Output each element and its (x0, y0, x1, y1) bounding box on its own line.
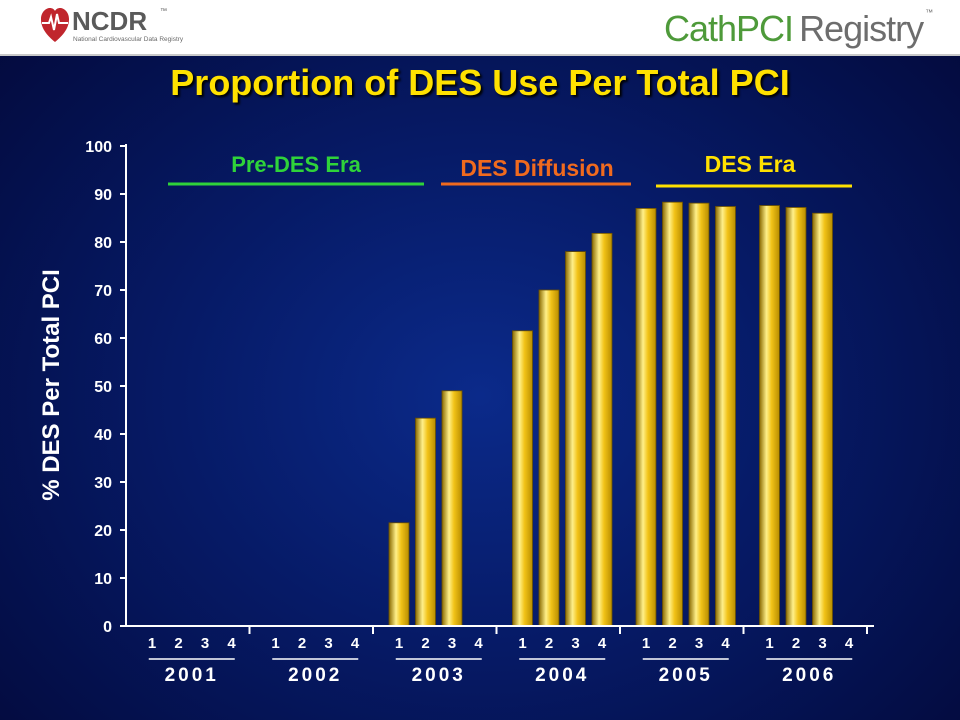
y-tick-label: 90 (94, 187, 112, 204)
year-label: 2001 (165, 665, 219, 686)
quarter-label: 1 (148, 635, 156, 652)
chart-title: Proportion of DES Use Per Total PCI (170, 62, 790, 103)
bar-2004-q2 (538, 289, 560, 627)
bar-2003-q2 (415, 417, 436, 627)
bar-2004-q3 (565, 251, 586, 627)
y-tick-label: 30 (94, 475, 112, 492)
bar-2006-q1 (759, 205, 780, 627)
header-bar: NCDR ™ National Cardiovascular Data Regi… (0, 0, 960, 56)
quarter-label: 4 (721, 635, 730, 652)
quarter-label: 3 (324, 635, 332, 652)
ncdr-trademark: ™ (160, 8, 167, 15)
quarter-label: 4 (474, 635, 483, 652)
quarter-label: 3 (571, 635, 579, 652)
era-annotations: Pre-DES Era DES Diffusion DES Era (168, 151, 852, 188)
bar-2005-q2 (662, 201, 683, 627)
year-label: 2002 (288, 665, 342, 686)
ncdr-logo: NCDR ™ National Cardiovascular Data Regi… (40, 6, 183, 46)
quarter-label: 2 (792, 635, 800, 652)
brand-part-cathpci: CathPCI (664, 8, 794, 49)
y-tick-label: 70 (94, 283, 112, 300)
y-tick-label: 80 (94, 235, 112, 252)
year-label: 2005 (659, 665, 713, 686)
y-tick-label: 20 (94, 523, 112, 540)
quarter-label: 4 (845, 635, 854, 652)
y-tick-label: 100 (85, 139, 112, 156)
bar-2005-q4 (715, 206, 736, 627)
bar-2005-q1 (635, 207, 657, 627)
bar-2003-q1 (388, 522, 410, 627)
brand-trademark: ™ (925, 8, 933, 17)
bar-2005-q3 (688, 202, 710, 627)
year-label: 2006 (782, 665, 836, 686)
year-label: 2003 (412, 665, 466, 686)
y-tick-label: 0 (103, 619, 112, 636)
quarter-label: 3 (695, 635, 703, 652)
ncdr-wordmark: NCDR (72, 6, 148, 36)
y-tick-label: 40 (94, 427, 112, 444)
era-label: Pre-DES Era (231, 152, 361, 177)
bar-2004-q1 (512, 330, 533, 627)
brand-part-registry: Registry (799, 8, 924, 49)
cathpci-registry-logo: CathPCI Registry ™ (664, 8, 933, 49)
quarter-label: 1 (518, 635, 526, 652)
quarter-label: 2 (174, 635, 182, 652)
quarter-label: 1 (642, 635, 650, 652)
quarter-label: 3 (818, 635, 826, 652)
era-label: DES Era (705, 151, 796, 177)
quarter-label: 2 (668, 635, 676, 652)
quarter-label: 2 (545, 635, 553, 652)
y-tick-label: 10 (94, 571, 112, 588)
bar-2003-q3 (441, 390, 463, 627)
quarter-label: 3 (448, 635, 456, 652)
quarter-label: 3 (201, 635, 209, 652)
y-tick-label: 60 (94, 331, 112, 348)
quarter-label: 2 (298, 635, 306, 652)
quarter-label: 4 (351, 635, 360, 652)
y-tick-label: 50 (94, 379, 112, 396)
year-label: 2004 (535, 665, 589, 686)
quarter-label: 2 (421, 635, 429, 652)
quarter-label: 1 (395, 635, 403, 652)
era-label: DES Diffusion (460, 155, 613, 181)
bars (388, 201, 833, 627)
quarter-label: 1 (271, 635, 279, 652)
bar-2006-q2 (785, 207, 807, 627)
bar-2004-q4 (591, 232, 613, 627)
heart-ecg-icon (41, 8, 69, 42)
quarter-label: 4 (227, 635, 236, 652)
bar-2006-q3 (812, 212, 833, 627)
ncdr-subtitle: National Cardiovascular Data Registry (73, 36, 184, 43)
quarter-label: 1 (765, 635, 773, 652)
quarter-label: 4 (598, 635, 607, 652)
